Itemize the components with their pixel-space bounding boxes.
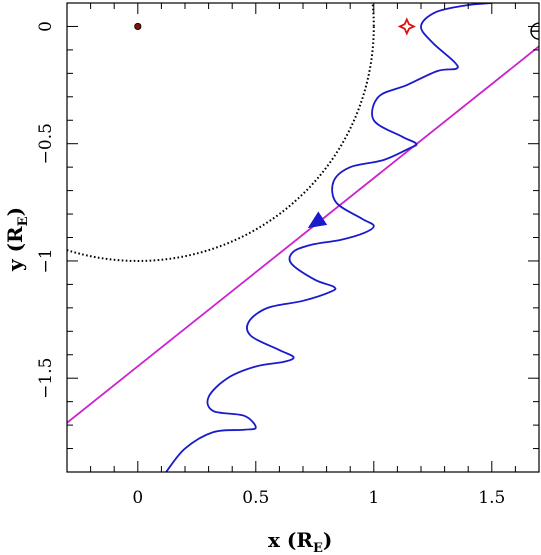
earth-circle [67,3,375,262]
y-tick-label: −1 [36,248,56,273]
y-tick-label: −0.5 [36,123,56,164]
guiding-line-series [67,45,539,424]
red-star-marker [397,17,417,36]
x-tick-label: 0 [132,488,143,508]
y-tick-label: −1.5 [36,358,56,399]
plot-frame [66,2,540,473]
x-axis-label: x (RE) [268,528,332,555]
direction-arrow [307,211,328,229]
axis-ticks [66,2,540,473]
plot-area [67,3,539,472]
y-tick-label: 0 [36,21,56,32]
earth-center-dot [134,22,142,31]
x-tick-label: 0.5 [242,488,269,508]
trajectory-series [165,3,492,472]
x-tick-label: 1 [368,488,379,508]
tick-labels: 0 0.5 1 1.5 0 −0.5 −1 −1.5 [36,21,505,508]
x-tick-label: 1.5 [478,488,505,508]
y-axis-label: y (RE) [3,207,31,272]
